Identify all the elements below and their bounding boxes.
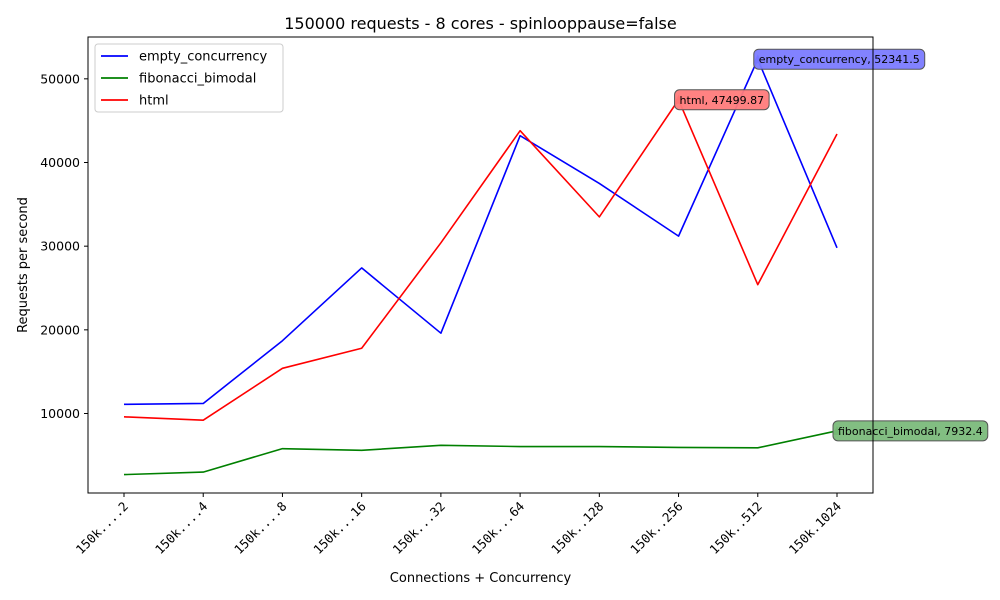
legend-entry: html (139, 94, 169, 109)
annotation-text: html, 47499.87 (680, 94, 765, 107)
legend-entry: empty_concurrency (139, 50, 267, 65)
y-tick-label: 40000 (40, 155, 80, 170)
series-line-html (123, 98, 838, 422)
annotation-label: html, 47499.87 (674, 89, 770, 111)
series-line-empty-concurrency (123, 58, 838, 406)
y-tick-label: 10000 (40, 406, 80, 421)
series-line-fibonacci-bimodal (123, 430, 838, 476)
y-tick-label: 20000 (40, 322, 80, 337)
chart-title: 150000 requests - 8 cores - spinlooppaus… (284, 14, 676, 33)
legend-entry: fibonacci_bimodal (139, 72, 256, 87)
x-axis-label: Connections + Concurrency (390, 571, 572, 586)
annotation-box (674, 89, 770, 111)
plot-area: empty_concurrency, 52341.5 fibonacci_bimo… (123, 48, 989, 476)
annotation-label: empty_concurrency, 52341.5 (753, 48, 926, 70)
y-tick-label: 50000 (40, 71, 80, 86)
annotation-box (753, 48, 926, 70)
plot-frame (87, 36, 874, 494)
legend-box (94, 43, 284, 113)
annotation-text: fibonacci_bimodal, 7932.4 (838, 425, 983, 438)
annotation-text: empty_concurrency, 52341.5 (759, 53, 920, 66)
annotation-label: fibonacci_bimodal, 7932.4 (832, 420, 989, 442)
y-tick-label: 30000 (40, 239, 80, 254)
annotation-box (832, 420, 989, 442)
y-axis-label: Requests per second (16, 197, 31, 333)
